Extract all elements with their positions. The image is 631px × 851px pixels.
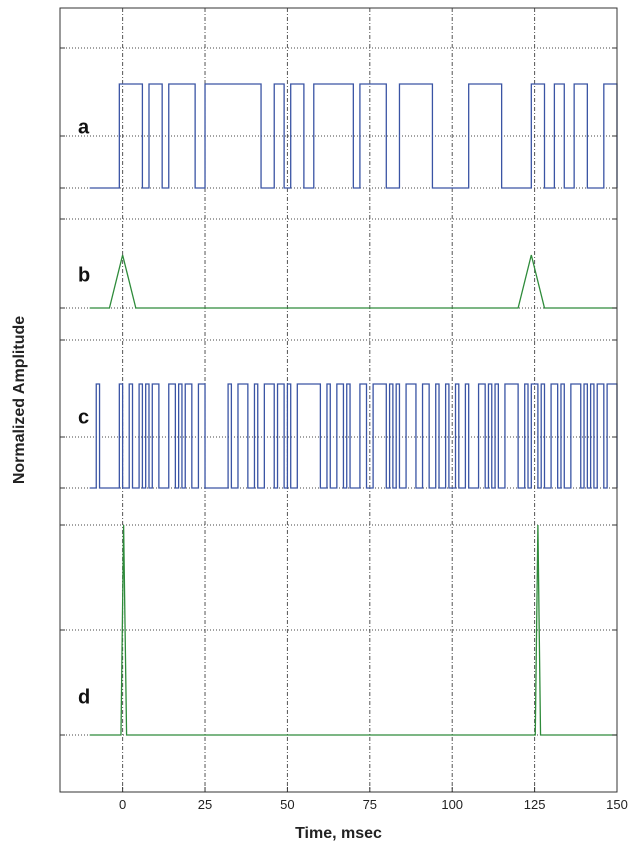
y-axis-title: Normalized Amplitude xyxy=(11,316,28,484)
panel-label-b: b xyxy=(78,264,90,286)
x-axis-title: Time, msec xyxy=(295,825,382,842)
panel-label-a: a xyxy=(78,116,90,138)
x-tick-label: 25 xyxy=(198,797,212,812)
series-layer xyxy=(89,83,618,736)
x-tick-label: 0 xyxy=(119,797,126,812)
series-line-b xyxy=(89,254,617,309)
x-tick-label: 100 xyxy=(441,797,463,812)
x-tick-label: 150 xyxy=(606,797,628,812)
x-tick-label: 75 xyxy=(363,797,377,812)
series-line-c xyxy=(89,383,618,489)
label-layer: a b c d xyxy=(78,116,90,708)
panel-label-c: c xyxy=(78,406,89,428)
x-tick-label: 125 xyxy=(524,797,546,812)
series-line-d xyxy=(89,524,617,736)
x-tick-label: 50 xyxy=(280,797,294,812)
grid-layer xyxy=(60,8,617,792)
plot-frame xyxy=(59,7,618,793)
tick-layer: 0 25 50 75 100 125 150 xyxy=(60,47,628,812)
panel-label-d: d xyxy=(78,686,90,708)
series-line-a xyxy=(89,83,618,189)
